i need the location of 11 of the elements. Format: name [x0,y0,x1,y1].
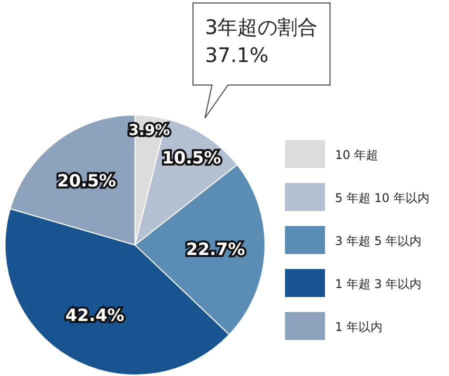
legend-label: 1 年以内 [335,320,382,334]
callout: 3年超の割合 37.1% [192,2,330,118]
legend-label: 1 年超 3 年以内 [335,277,422,291]
data-label: 42.4% [65,306,124,326]
legend-label: 5 年超 10 年以内 [335,191,430,205]
legend-label: 3 年超 5 年以内 [335,234,422,248]
data-label: 22.7% [186,240,246,260]
data-label: 20.5% [57,172,116,192]
data-label: 3.9% [128,120,170,139]
legend-label: 10 年超 [335,148,378,162]
data-label: 10.5% [162,148,222,169]
